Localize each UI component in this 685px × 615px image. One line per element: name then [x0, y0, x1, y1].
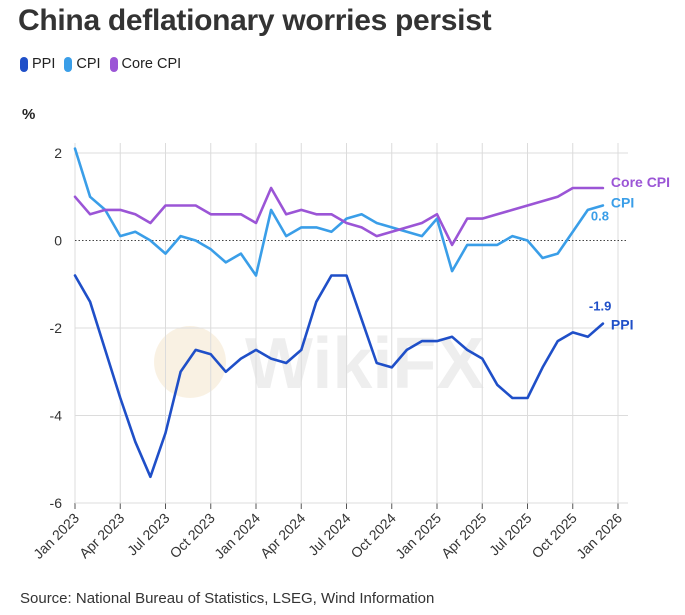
end-label-cpi: CPI [611, 195, 634, 211]
legend-item-core-cpi: Core CPI [109, 56, 182, 72]
y-tick-label: -6 [50, 495, 63, 511]
x-tick-label: Apr 2024 [257, 510, 309, 562]
chart-title: China deflationary worries persist [18, 4, 492, 37]
legend-label-core-cpi: Core CPI [121, 56, 182, 72]
x-tick-label: Apr 2023 [76, 510, 128, 562]
legend-label-cpi: CPI [76, 56, 101, 72]
x-tick-label: Jul 2025 [486, 510, 535, 559]
x-tick-label: Jul 2023 [124, 510, 173, 559]
x-tick-label: Jan 2024 [211, 510, 263, 562]
x-tick-label: Oct 2023 [166, 510, 218, 562]
legend-swatch-core-cpi [109, 56, 118, 72]
series-line-cpi [73, 147, 605, 277]
x-tick-label: Apr 2025 [438, 510, 490, 562]
series-line-core-cpi [73, 186, 605, 247]
legend-item-cpi: CPI [64, 56, 101, 72]
legend-swatch-cpi [64, 56, 73, 72]
x-tick-label: Jan 2023 [30, 510, 82, 562]
series-layer [73, 147, 605, 479]
y-unit-label: % [22, 106, 36, 123]
legend: PPI CPI Core CPI [20, 56, 190, 72]
grid-layer [74, 143, 628, 509]
legend-item-ppi: PPI [20, 56, 55, 72]
y-tick-label: 0 [54, 233, 62, 249]
end-label-ppi: PPI [611, 317, 634, 333]
x-tick-label: Oct 2024 [347, 510, 399, 562]
x-tick-label: Oct 2025 [528, 510, 580, 562]
legend-label-ppi: PPI [32, 56, 56, 72]
legend-swatch-ppi [20, 56, 28, 72]
end-value-label-ppi: -1.9 [589, 299, 611, 314]
series-line-ppi [73, 274, 605, 479]
end-value-label-cpi: 0.8 [591, 209, 609, 224]
end-label-core-cpi: Core CPI [611, 174, 670, 190]
source-note: Source: National Bureau of Statistics, L… [20, 590, 435, 607]
y-tick-label: 2 [54, 145, 62, 161]
y-tick-label: -2 [50, 320, 63, 336]
x-tick-label: Jan 2026 [573, 510, 625, 562]
x-tick-label: Jul 2024 [305, 510, 354, 559]
y-tick-label: -4 [50, 408, 63, 424]
x-tick-label: Jan 2025 [392, 510, 444, 562]
